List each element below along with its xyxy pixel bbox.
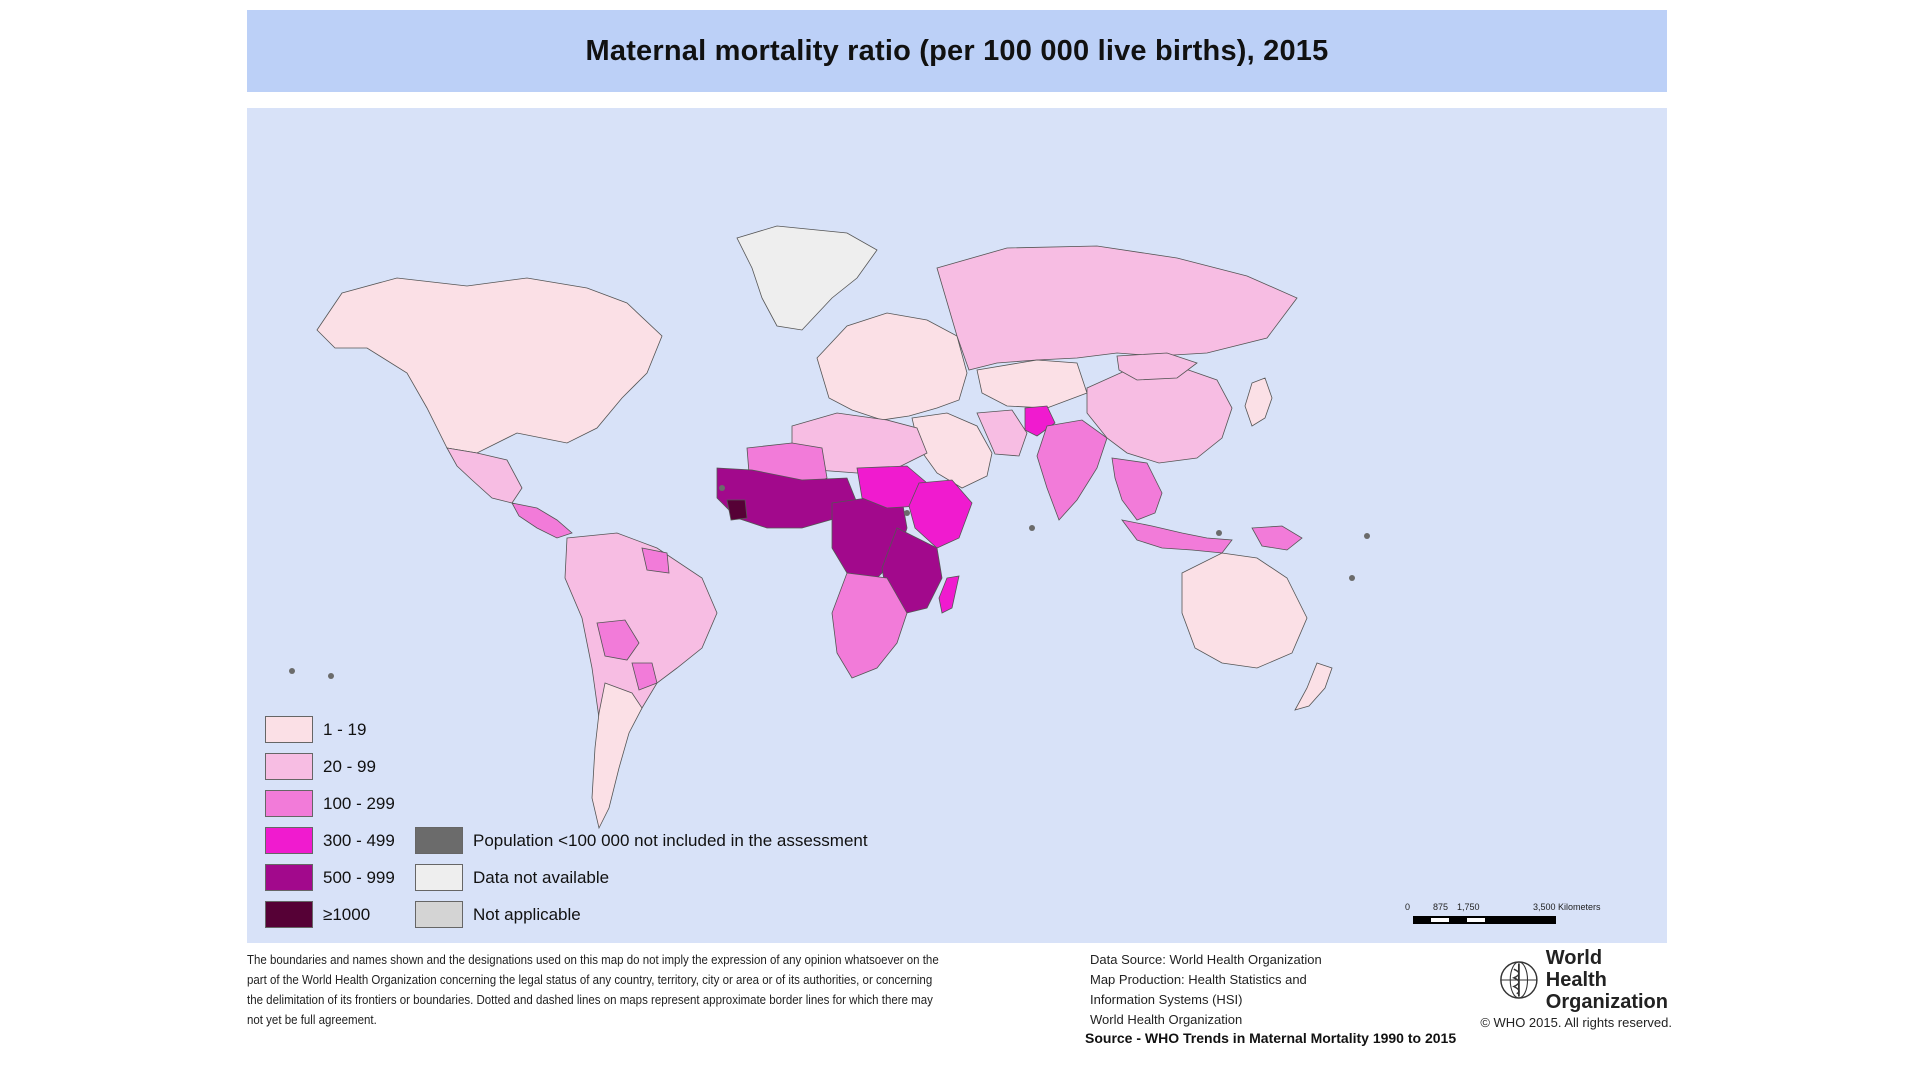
legend-item: 1 - 19 xyxy=(265,716,366,743)
region-kazakhstan xyxy=(976,359,1088,409)
legend-item: ≥1000 xyxy=(265,901,370,928)
island-marker-excluded xyxy=(1349,575,1355,581)
region-madagascar xyxy=(938,575,960,614)
legend-item: Not applicable xyxy=(415,901,581,928)
legend-swatch xyxy=(265,827,313,854)
legend-label: 100 - 299 xyxy=(323,793,395,813)
legend-item: 20 - 99 xyxy=(265,753,376,780)
legend-swatch xyxy=(415,901,463,928)
region-sierra-leone xyxy=(726,499,748,521)
scale-label: 1,750 xyxy=(1457,902,1480,912)
island-marker-excluded xyxy=(1216,530,1222,536)
region-argentina-chile xyxy=(591,682,643,830)
legend-swatch xyxy=(265,864,313,891)
who-line: World Health Organization xyxy=(1090,1012,1243,1027)
who-name-line2: Organization xyxy=(1545,991,1668,1013)
region-new-zealand xyxy=(1294,662,1333,711)
region-south-asia xyxy=(1036,419,1108,521)
legend-label: 300 - 499 xyxy=(323,830,395,850)
legend-label: ≥1000 xyxy=(323,904,371,924)
map-title: Maternal mortality ratio (per 100 000 li… xyxy=(585,34,1329,67)
region-southeast-asia xyxy=(1111,457,1163,521)
region-china xyxy=(1086,365,1233,464)
legend-swatch xyxy=(415,827,463,854)
region-southern-africa xyxy=(831,572,908,679)
region-middle-east xyxy=(911,412,993,489)
legend-label: Population <100 000 not included in the … xyxy=(473,830,868,850)
region-indonesia xyxy=(1121,519,1233,554)
legend-swatch xyxy=(265,901,313,928)
legend-item: Population <100 000 not included in the … xyxy=(415,827,868,854)
scale-label: 0 xyxy=(1405,902,1411,912)
legend-label: 500 - 999 xyxy=(323,867,395,887)
region-papua-new-guinea xyxy=(1251,525,1303,551)
region-guyana xyxy=(641,547,670,574)
region-australia xyxy=(1181,552,1308,669)
island-marker-excluded xyxy=(328,673,334,679)
legend-swatch xyxy=(265,716,313,743)
source-citation: Source - WHO Trends in Maternal Mortalit… xyxy=(1085,1030,1457,1046)
region-paraguay xyxy=(631,662,658,691)
island-marker-excluded xyxy=(1364,533,1370,539)
region-north-america xyxy=(316,277,663,454)
map-title-bar: Maternal mortality ratio (per 100 000 li… xyxy=(247,10,1667,92)
scale-segment xyxy=(1431,918,1449,922)
scale-bar: 0 875 1,750 3,500 Kilometers xyxy=(1405,902,1645,932)
legend-swatch xyxy=(265,790,313,817)
region-russia xyxy=(936,245,1298,371)
legend-swatch xyxy=(415,864,463,891)
map-panel: 1 - 19 20 - 99 100 - 299 300 - 499 500 -… xyxy=(247,108,1667,943)
region-central-america xyxy=(511,502,573,539)
copyright-text: © WHO 2015. All rights reserved. xyxy=(1480,1015,1672,1030)
scale-track xyxy=(1413,916,1556,924)
legend-item: Data not available xyxy=(415,864,609,891)
legend-label: Not applicable xyxy=(473,904,581,924)
region-greenland xyxy=(736,225,878,331)
who-emblem-icon xyxy=(1500,961,1538,999)
hsi-line: Information Systems (HSI) xyxy=(1090,992,1243,1007)
region-mongolia xyxy=(1116,352,1198,381)
who-name: World Health Organization xyxy=(1546,947,1668,1013)
disclaimer-text: The boundaries and names shown and the d… xyxy=(247,953,939,1027)
data-source-block: Data Source: World Health Organization M… xyxy=(1090,950,1390,1030)
legend-label: 1 - 19 xyxy=(323,719,367,739)
island-marker-excluded xyxy=(289,668,295,674)
legend-item: 500 - 999 xyxy=(265,864,395,891)
legend-label: 20 - 99 xyxy=(323,756,376,776)
map-production-line: Map Production: Health Statistics and xyxy=(1090,972,1307,987)
legend-label: Data not available xyxy=(473,867,610,887)
island-marker-excluded xyxy=(904,510,910,516)
scale-labels: 0 875 1,750 3,500 Kilometers xyxy=(1405,902,1645,914)
region-horn-of-africa xyxy=(908,479,973,549)
map-legend: 1 - 19 20 - 99 100 - 299 300 - 499 500 -… xyxy=(265,716,905,943)
region-bolivia xyxy=(596,619,640,661)
region-japan xyxy=(1244,377,1273,427)
legend-item: 300 - 499 xyxy=(265,827,395,854)
who-logo: World Health Organization xyxy=(1498,947,1668,1013)
island-marker-excluded xyxy=(719,485,725,491)
scale-segment xyxy=(1467,918,1485,922)
scale-label: 3,500 Kilometers xyxy=(1533,902,1601,912)
legend-swatch xyxy=(265,753,313,780)
legend-item: 100 - 299 xyxy=(265,790,395,817)
region-east-africa xyxy=(881,527,943,614)
world-map xyxy=(289,225,1370,830)
data-source-line: Data Source: World Health Organization xyxy=(1090,952,1322,967)
region-mexico xyxy=(446,447,523,504)
region-europe xyxy=(816,312,968,421)
scale-label: 875 xyxy=(1433,902,1449,912)
who-name-line1: World Health xyxy=(1545,947,1607,991)
island-marker-excluded xyxy=(1029,525,1035,531)
region-iran xyxy=(976,409,1028,457)
